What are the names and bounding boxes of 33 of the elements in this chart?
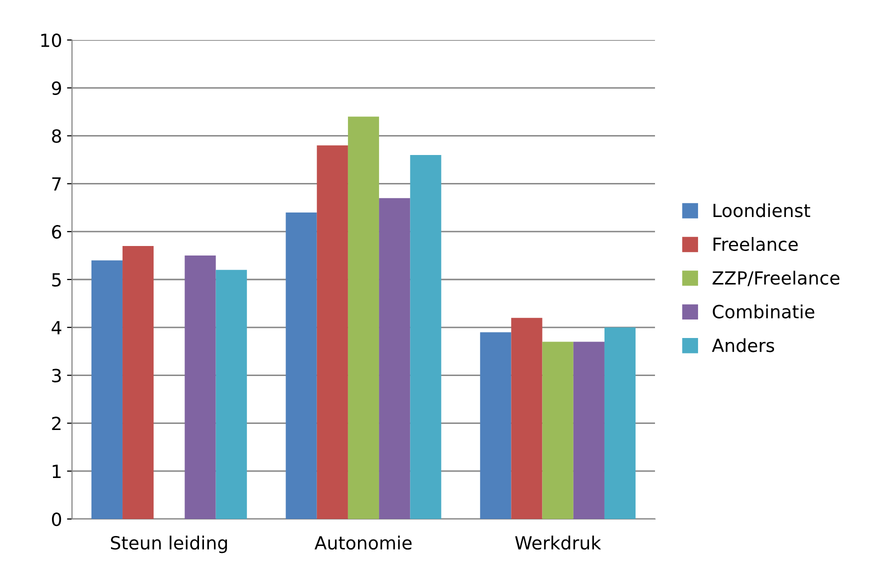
y-tick-label: 5 [52,273,61,287]
y-tick-label: 0 [52,512,62,526]
y-tick-label: 9 [52,81,62,96]
y-tick-label: 6 [52,225,62,239]
legend-label: Anders [712,338,774,352]
legend-label: Freelance [714,237,798,252]
x-tick-label: Werkdruk [515,536,602,550]
y-tick-label: 1 [52,464,61,478]
legend-label: Loondienst [714,203,810,218]
bar [316,145,348,519]
legend-label: Combinatie [712,304,814,318]
bar [604,327,636,519]
bar [573,342,604,519]
y-tick-label: 3 [52,368,61,382]
bar [542,342,574,519]
bar [216,270,247,519]
bar [511,318,542,519]
bar [410,154,442,519]
x-tick-label: Autonomie [314,536,412,550]
x-tick-label: Steun leiding [110,536,227,554]
bar [184,256,216,519]
y-tick-label: 8 [52,129,62,143]
bar [286,212,317,519]
bar [91,260,123,519]
bar [348,116,380,519]
legend-label: ZZP/Freelance [712,270,840,286]
y-tick-label: 4 [52,321,62,334]
y-tick-label: 2 [52,416,60,430]
y-tick-label: 7 [52,177,61,191]
bar [379,198,410,519]
bar [480,332,512,519]
y-tick-label: 10 [41,33,62,48]
bar [122,246,154,519]
